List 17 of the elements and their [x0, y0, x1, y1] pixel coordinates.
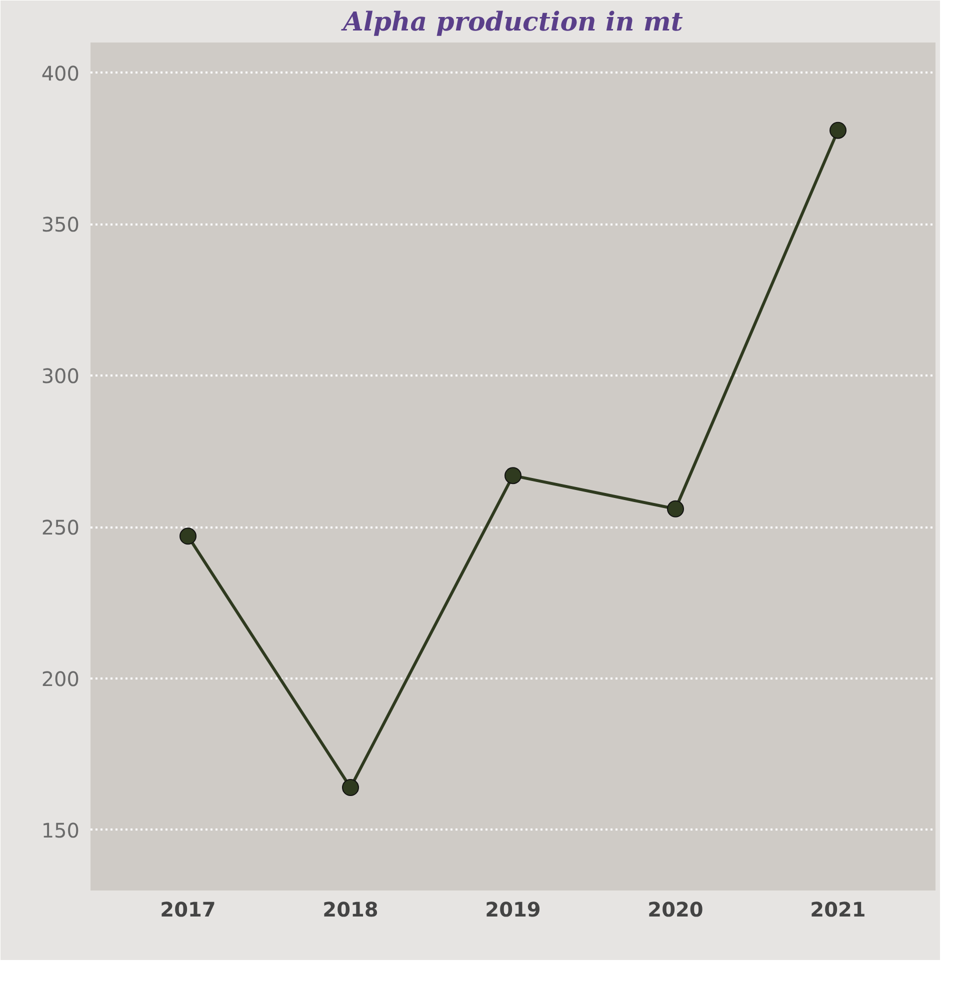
point — [180, 528, 196, 545]
y-tick-label: 150 — [41, 818, 80, 842]
y-tick-label: 300 — [41, 364, 80, 388]
y-tick-label: 250 — [41, 516, 80, 540]
x-tick-label: 2018 — [322, 898, 378, 922]
point — [342, 779, 359, 796]
x-tick-label: 2020 — [648, 898, 704, 922]
y-tick-label: 350 — [41, 212, 80, 237]
point — [667, 500, 684, 518]
point — [504, 467, 522, 484]
point — [830, 122, 846, 139]
x-tick-label: 2019 — [485, 898, 541, 922]
y-tick-label: 200 — [41, 667, 80, 691]
x-tick-label: 2021 — [810, 898, 866, 922]
chart-title: Alpha production in mt — [340, 8, 683, 38]
y-tick-label: 400 — [41, 61, 80, 86]
x-tick-label: 2017 — [160, 898, 216, 922]
